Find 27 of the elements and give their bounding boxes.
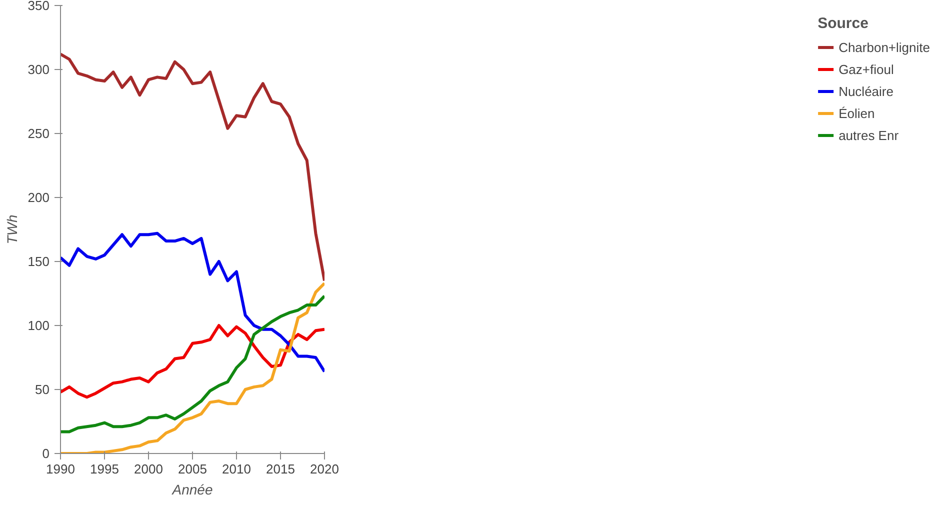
line-series [60, 324, 324, 399]
legend-label: Gaz+fioul [838, 61, 894, 77]
x-tick-label: 2000 [134, 462, 163, 476]
y-tick-label: 0 [42, 446, 50, 461]
legend-label: Éolien [838, 105, 875, 121]
y-tick-label: 150 [28, 254, 50, 269]
x-tick-label: 2005 [178, 462, 207, 476]
line-series [60, 232, 324, 374]
x-tick-label: 2020 [310, 462, 339, 476]
y-tick-label: 350 [28, 0, 50, 13]
y-tick-label: 100 [28, 318, 50, 333]
legend-label: Nucléaire [838, 83, 894, 99]
x-axis-title: Année [171, 482, 213, 498]
x-tick-label: 2015 [266, 462, 295, 476]
line-series [60, 294, 324, 434]
y-tick-label: 50 [35, 382, 50, 397]
y-axis-title: TWh [4, 214, 20, 244]
y-tick-label: 250 [28, 126, 50, 141]
legend-label: Charbon+lignite [838, 39, 930, 55]
y-tick-label: 200 [28, 190, 50, 205]
line-series [60, 52, 324, 282]
x-tick-label: 1990 [46, 462, 75, 476]
x-tick-label: 2010 [222, 462, 251, 476]
legend-title: Source [818, 15, 870, 32]
legend-label: autres Enr [838, 127, 899, 143]
x-tick-label: 1995 [90, 462, 119, 476]
y-tick-label: 300 [28, 62, 50, 77]
